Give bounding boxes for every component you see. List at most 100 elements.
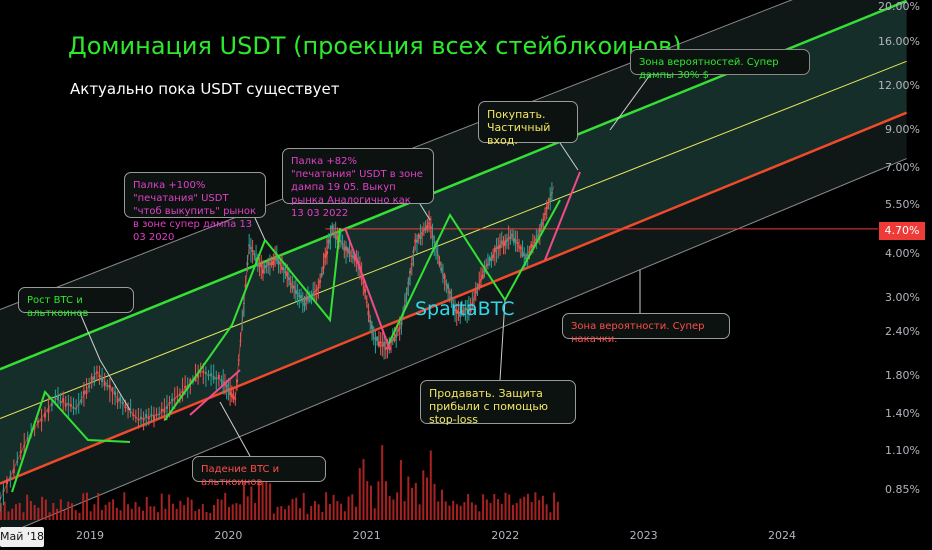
candle-body: [69, 404, 72, 407]
candle-body: [184, 386, 187, 389]
candle-body: [291, 285, 294, 289]
volume-bar: [392, 499, 395, 520]
volume-bar: [74, 510, 77, 520]
watermark: SpartaBTC: [415, 298, 515, 320]
candle-body: [152, 415, 155, 420]
candle-body: [90, 376, 93, 381]
volume-bar: [227, 506, 230, 520]
candle-body: [379, 341, 382, 344]
volume-bar: [463, 502, 466, 520]
channel-outer-upper-line: [0, 0, 793, 310]
y-tick-label: 1.10%: [885, 443, 920, 457]
candle-body: [59, 401, 62, 404]
volume-bar: [556, 501, 559, 520]
volume-bar: [171, 503, 174, 520]
arrow-green-1: [11, 390, 131, 493]
volume-bar: [467, 494, 470, 520]
volume-bar: [396, 492, 399, 520]
candle-body: [249, 246, 252, 250]
volume-bar: [254, 502, 257, 520]
candle-body: [64, 403, 67, 407]
candle-body: [348, 251, 351, 254]
volume-bar: [478, 511, 481, 520]
note-zone-probability-bottom: Зона вероятности. Супер накачки.: [562, 313, 730, 345]
candle-body: [521, 251, 524, 257]
candle-body: [124, 406, 127, 408]
volume-bar: [78, 512, 81, 520]
candle-body: [281, 266, 284, 270]
candle-body: [178, 393, 181, 397]
callout-btc-down: [219, 401, 251, 457]
volume-bar: [321, 512, 324, 520]
candle-body: [287, 277, 290, 280]
volume-bar: [7, 511, 10, 520]
candle-body: [160, 408, 163, 412]
candle-body: [438, 261, 441, 266]
candle-body: [132, 414, 135, 416]
candle-body: [272, 260, 275, 266]
candle-body: [462, 310, 465, 313]
volume-bar: [295, 497, 298, 520]
y-tick-label: 1.40%: [885, 407, 920, 421]
volume-bar: [145, 496, 148, 520]
callout-pump-2020: [254, 217, 266, 241]
volume-bar: [470, 502, 473, 520]
volume-bar: [142, 510, 145, 520]
volume-bar: [388, 496, 391, 520]
volume-bar: [153, 506, 156, 520]
candle-body: [101, 378, 104, 382]
candle-body: [147, 416, 150, 420]
volume-bar: [33, 504, 36, 520]
volume-bar: [538, 500, 541, 520]
page-title: Доминация USDT (проекция всех стейблкоин…: [68, 32, 682, 60]
volume-bar: [190, 499, 193, 520]
volume-bar: [130, 508, 133, 520]
candle-body: [312, 293, 315, 295]
candle-body: [43, 413, 46, 418]
arrow-green-2: [164, 239, 266, 421]
candle-body: [229, 391, 232, 396]
volume-bar: [108, 501, 111, 520]
candle-body: [106, 384, 109, 387]
candle-body: [111, 387, 114, 392]
volume-bar: [0, 503, 2, 520]
candle-body: [464, 307, 467, 311]
volume-bar: [310, 506, 313, 520]
candle-body: [212, 376, 215, 380]
candle-body: [85, 390, 88, 394]
volume-bar: [63, 510, 66, 520]
volume-bar: [407, 476, 410, 520]
arrow-layer: [11, 74, 651, 493]
candle-body: [490, 257, 493, 261]
volume-bar: [358, 468, 361, 520]
candle-body: [383, 341, 386, 346]
candle-body: [82, 390, 85, 395]
volume-bar: [265, 472, 268, 520]
candle-body: [230, 393, 233, 398]
volume-bar: [246, 496, 249, 520]
candle-body: [294, 290, 297, 294]
volume-bar: [183, 505, 186, 520]
volume-bar: [85, 492, 88, 520]
candle-body: [376, 336, 379, 341]
y-tick-label: 12.00%: [878, 78, 920, 92]
current-price-label: 4.70%: [879, 222, 925, 240]
candle-body: [343, 247, 346, 251]
volume-bar: [164, 508, 167, 520]
candle-body: [538, 227, 541, 233]
candle-body: [499, 244, 502, 249]
volume-bar: [231, 504, 234, 520]
volume-bar: [504, 492, 507, 520]
volume-bar: [59, 499, 62, 520]
volume-bar: [418, 504, 421, 520]
channel-layer: [0, 0, 908, 538]
candle-body: [377, 341, 380, 347]
volume-bar: [235, 503, 238, 520]
volume-bar: [89, 511, 92, 520]
volume-bar: [455, 504, 458, 520]
volume-bar: [497, 499, 500, 520]
candle-body: [509, 236, 512, 239]
candle-body: [260, 263, 263, 267]
volume-bar: [115, 507, 118, 520]
candle-body: [207, 374, 210, 377]
